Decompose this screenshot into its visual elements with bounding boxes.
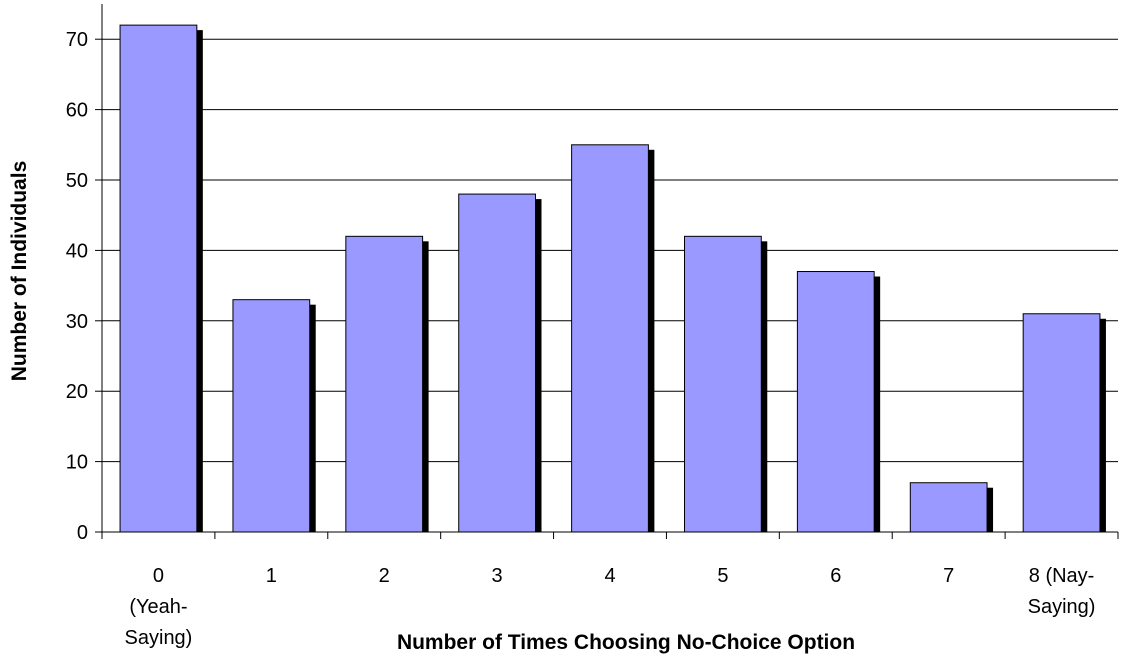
- x-tick-label: 6: [830, 565, 841, 587]
- x-axis-title: Number of Times Choosing No-Choice Optio…: [397, 631, 855, 654]
- x-tick-label: 0 (Yeah-Saying): [125, 565, 193, 649]
- y-tick-label: 50: [66, 170, 88, 192]
- y-tick-label: 20: [66, 381, 88, 403]
- y-tick-label: 60: [66, 100, 88, 122]
- y-axis-title: Number of Individuals: [8, 161, 31, 382]
- bar: [909, 482, 988, 533]
- bar: [684, 235, 762, 533]
- bar: [345, 235, 424, 533]
- bar: [1022, 313, 1101, 533]
- x-tick-label: 7: [943, 565, 954, 587]
- x-tick-label: 1: [266, 565, 277, 587]
- bar: [232, 299, 311, 533]
- x-tick-labels: 0 (Yeah-Saying) 1 2 3 4 5 6 7 8 (Nay-Saying): [125, 565, 1096, 649]
- x-tick-label: 8 (Nay-Saying): [1028, 565, 1096, 618]
- x-tick-label: 3: [492, 565, 503, 587]
- bar: [796, 271, 875, 533]
- axes: [95, 4, 1119, 539]
- bar: [571, 144, 649, 533]
- y-tick-label: 10: [66, 452, 88, 474]
- y-tick-label: 0: [77, 522, 88, 544]
- y-tick-label: 70: [66, 29, 88, 51]
- bar: [119, 24, 198, 533]
- x-tick-label: 2: [379, 565, 390, 587]
- x-tick-label: 4: [604, 565, 615, 587]
- y-tick-labels: 0 10 20 30 40 50 60 70: [66, 29, 88, 544]
- x-tick-label: 5: [717, 565, 728, 587]
- y-tick-label: 40: [66, 240, 88, 262]
- y-tick-label: 30: [66, 311, 88, 333]
- bars: [119, 24, 1106, 533]
- bar: [458, 193, 536, 533]
